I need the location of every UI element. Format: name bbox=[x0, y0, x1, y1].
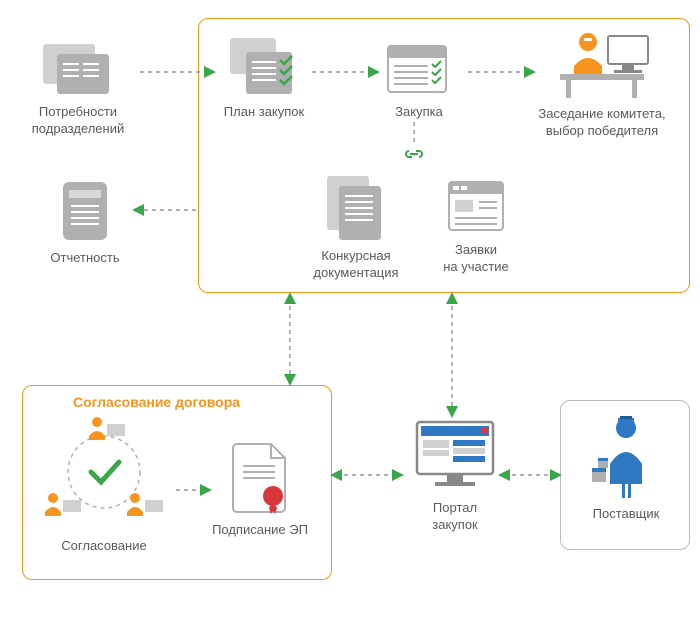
arrows-layer bbox=[0, 0, 700, 620]
